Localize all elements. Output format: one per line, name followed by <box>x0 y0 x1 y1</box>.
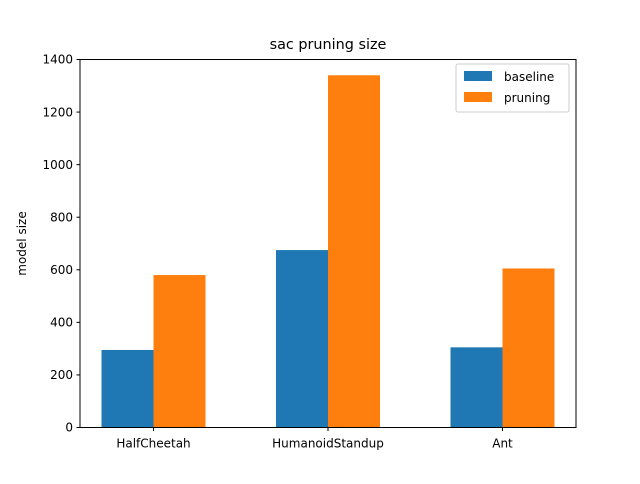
x-tick-label: HumanoidStandup <box>272 437 384 451</box>
chart-title: sac pruning size <box>270 37 387 53</box>
legend-swatch-pruning <box>464 92 492 102</box>
bar-pruning-ant <box>502 268 555 428</box>
x-tick-label: HalfCheetah <box>116 437 190 451</box>
x-tick-label: Ant <box>492 437 513 451</box>
bar-baseline-halfcheetah <box>101 349 154 428</box>
legend-label-pruning: pruning <box>504 91 550 105</box>
y-tick-label: 0 <box>65 421 73 435</box>
bar-pruning-humanoidstandup <box>328 75 380 428</box>
legend-swatch-baseline <box>464 71 492 81</box>
y-tick-label: 800 <box>50 210 73 224</box>
y-tick-label: 200 <box>50 368 73 382</box>
bar-baseline-humanoidstandup <box>276 250 328 428</box>
bar-pruning-halfcheetah <box>153 275 206 428</box>
y-tick-label: 1200 <box>42 105 73 119</box>
y-tick-label: 1000 <box>42 158 73 172</box>
y-tick-label: 400 <box>50 316 73 330</box>
bar-baseline-ant <box>450 347 503 428</box>
bars-group <box>101 75 555 428</box>
legend-label-baseline: baseline <box>504 70 554 84</box>
legend: baseline pruning <box>455 63 570 113</box>
x-axis: HalfCheetah HumanoidStandup Ant <box>116 427 513 451</box>
y-tick-label: 1400 <box>42 53 73 67</box>
y-axis-label: model size <box>15 211 29 275</box>
y-axis: 0 200 400 600 800 1000 1200 1400 <box>42 53 80 435</box>
y-tick-label: 600 <box>50 263 73 277</box>
plot-frame <box>79 59 577 428</box>
